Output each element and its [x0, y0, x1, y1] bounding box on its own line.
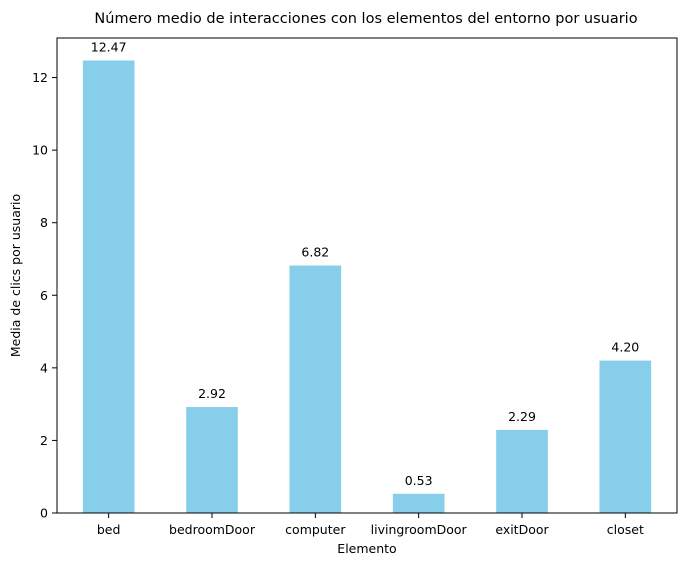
y-tick-label: 12	[32, 70, 48, 85]
bar-exitDoor	[496, 429, 548, 513]
data-labels-group: 12.47 2.92 6.82 0.53 2.29 4.20	[91, 39, 640, 487]
x-tick-label-bedroomDoor: bedroomDoor	[169, 522, 256, 537]
x-axis-label: Elemento	[337, 541, 396, 556]
plot-frame	[56, 37, 678, 514]
x-tick-label-exitDoor: exitDoor	[495, 522, 549, 537]
y-tick-label: 4	[40, 360, 48, 375]
x-tick-label-bed: bed	[97, 522, 121, 537]
bar-livingroomDoor	[392, 493, 445, 513]
y-axis: 0 2 4 6 8 10 12	[32, 70, 57, 521]
y-tick-label: 10	[32, 143, 48, 158]
y-tick-label: 8	[40, 215, 48, 230]
chart-title: Número medio de interacciones con los el…	[94, 11, 637, 27]
bar-computer	[289, 265, 342, 513]
data-label-closet: 4.20	[611, 340, 639, 355]
y-tick-label: 0	[40, 506, 48, 521]
bar-closet	[599, 360, 652, 513]
y-tick-label: 6	[40, 288, 48, 303]
x-tick-label-computer: computer	[285, 522, 346, 537]
y-axis-label: Media de clics por usuario	[8, 194, 23, 357]
x-tick-label-closet: closet	[607, 522, 644, 537]
data-label-computer: 6.82	[301, 245, 329, 260]
data-label-bedroomDoor: 2.92	[198, 386, 226, 401]
data-label-bed: 12.47	[91, 39, 127, 54]
x-tick-label-livingroomDoor: livingroomDoor	[371, 522, 468, 537]
bars-group	[82, 60, 652, 514]
bar-bedroomDoor	[186, 407, 238, 513]
bar-bed	[82, 60, 135, 514]
data-label-livingroomDoor: 0.53	[405, 473, 433, 488]
data-label-exitDoor: 2.29	[508, 409, 536, 424]
y-tick-label: 2	[40, 433, 48, 448]
x-axis: bed bedroomDoor computer livingroomDoor exit…	[97, 513, 644, 537]
